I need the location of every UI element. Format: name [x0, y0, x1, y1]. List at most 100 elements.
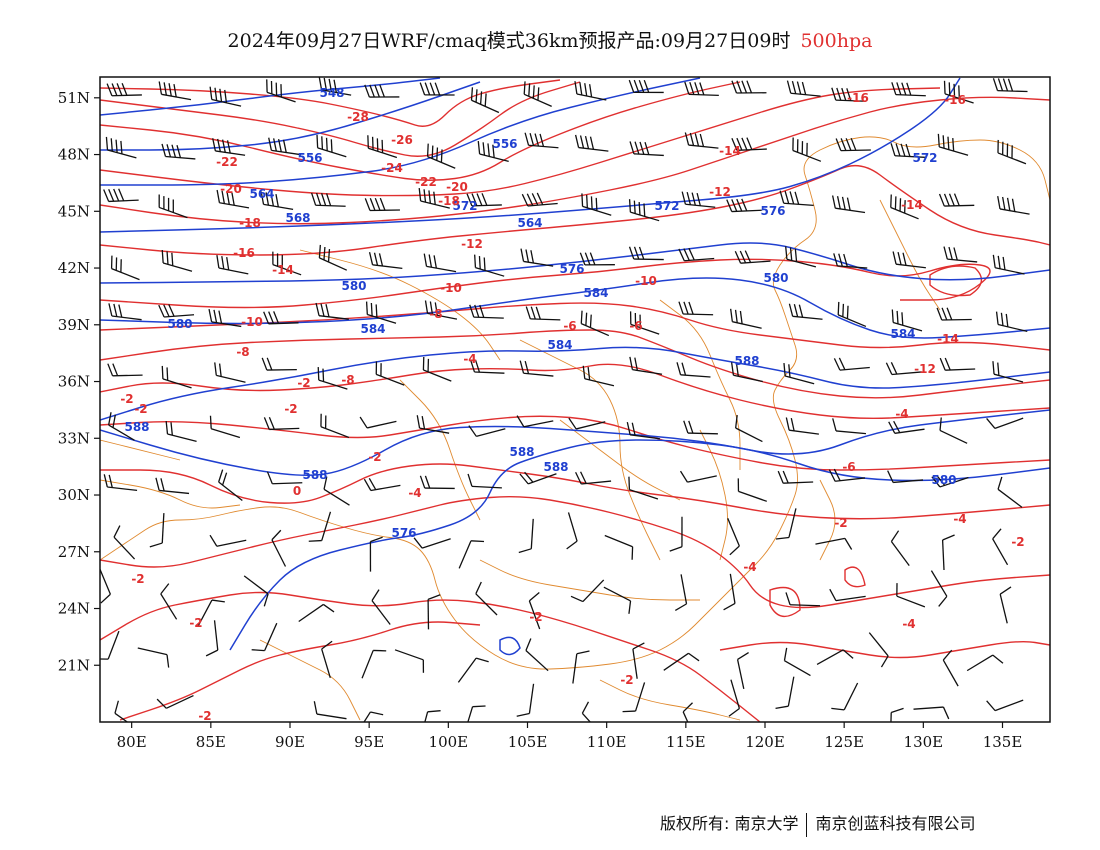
wind-barb	[939, 417, 968, 444]
temperature-contour-label: -18	[239, 216, 261, 230]
temperature-contour-label: -4	[408, 486, 421, 500]
temperature-contour-label: -14	[719, 144, 741, 158]
temperature-contour-label: -2	[120, 392, 133, 406]
wind-barb	[943, 80, 974, 104]
wind-barb	[579, 252, 615, 266]
wind-barb	[728, 679, 741, 717]
wind-barb	[943, 246, 978, 263]
wind-barb	[368, 252, 403, 269]
wind-barb	[663, 652, 700, 671]
height-contour-label: 588	[302, 468, 327, 482]
wind-barb	[684, 132, 719, 149]
y-tick-label: 33N	[58, 429, 90, 447]
temperature-contour-label: -16	[233, 246, 255, 260]
wind-barb	[205, 620, 219, 657]
wind-barb	[775, 508, 797, 540]
temperature-contour-label: -14	[272, 263, 294, 277]
wind-barb	[726, 198, 762, 213]
wind-barb	[323, 476, 350, 506]
wind-barb	[525, 638, 549, 672]
wind-barb	[622, 682, 646, 713]
x-tick-label: 85E	[196, 733, 226, 751]
wind-barb	[628, 79, 664, 94]
wind-barb	[266, 471, 303, 485]
height-contour-label: 584	[547, 338, 572, 352]
wind-barb	[216, 255, 249, 275]
wind-barb	[477, 140, 509, 162]
temperature-contour-label: -4	[463, 352, 476, 366]
wind-barb	[523, 81, 552, 107]
height-contour-label: 588	[543, 460, 568, 474]
wind-barb	[868, 632, 889, 668]
wind-barb	[831, 682, 859, 711]
height-contour-line	[100, 242, 1050, 284]
wind-barb	[788, 303, 823, 320]
wind-barb	[785, 592, 821, 607]
wind-barb	[930, 570, 948, 607]
wind-barb	[679, 470, 717, 483]
wind-barb	[320, 413, 350, 439]
height-contour-label: 584	[583, 286, 608, 300]
temperature-contour-label: -2	[198, 709, 211, 723]
temperature-contour-label: -2	[134, 402, 147, 416]
height-contour-label: 584	[890, 327, 915, 341]
wind-barb	[628, 476, 659, 500]
wind-barb	[209, 534, 247, 547]
wind-barb	[516, 683, 535, 717]
wind-barb	[737, 478, 767, 502]
wind-barb	[521, 192, 558, 207]
y-tick-label: 42N	[58, 259, 90, 277]
wind-barb	[731, 80, 767, 94]
height-contour-label: 584	[360, 322, 385, 336]
wind-barb	[628, 246, 664, 261]
temperature-contour-label: -2	[529, 610, 542, 624]
boundary-line	[599, 679, 741, 721]
temperature-contour-label: -10	[241, 315, 263, 329]
wind-barb	[266, 79, 296, 103]
wind-barb	[375, 361, 405, 386]
wind-barb	[785, 417, 819, 435]
wind-barb	[730, 308, 762, 329]
wind-barb	[986, 417, 1024, 430]
height-contour-label: 576	[391, 526, 416, 540]
wind-barb	[723, 573, 736, 611]
wind-barb	[308, 511, 332, 542]
wind-barb	[161, 143, 196, 160]
wind-barb	[518, 518, 534, 554]
wind-barb	[736, 652, 749, 689]
wind-barb	[792, 137, 822, 162]
temperature-contour-label: -2	[284, 402, 297, 416]
height-contour-label: 580	[931, 473, 956, 487]
y-tick-label: 27N	[58, 543, 90, 561]
x-tick-label: 95E	[354, 733, 384, 751]
height-contour-label: 564	[249, 187, 274, 201]
x-tick-label: 125E	[824, 733, 864, 751]
wind-barb	[419, 475, 455, 490]
temperature-contour-label: -8	[341, 373, 354, 387]
wind-barb	[318, 244, 348, 271]
wind-barb	[208, 309, 242, 328]
wind-barb	[466, 193, 502, 207]
height-contour-label: 568	[285, 211, 310, 225]
wind-barb	[835, 137, 871, 152]
x-tick-label: 100E	[429, 733, 469, 751]
wind-barb	[298, 603, 335, 623]
x-tick-label: 90E	[275, 733, 305, 751]
temperature-contour-label: -22	[216, 155, 238, 169]
wind-barb	[165, 421, 197, 443]
copyright-footer: 版权所有: 南京大学 南京创蓝科技有限公司	[660, 810, 976, 837]
boundary-line	[299, 249, 501, 361]
temperature-contour-line	[769, 586, 801, 618]
wind-barb	[260, 191, 294, 211]
wind-barb	[831, 195, 866, 214]
wind-barb	[629, 356, 663, 375]
wind-barb	[475, 581, 498, 616]
wind-barb	[683, 420, 718, 435]
wind-barb	[365, 301, 397, 324]
x-tick-label: 135E	[983, 733, 1023, 751]
height-contour-label: 576	[559, 262, 584, 276]
temperature-contour-line	[100, 87, 941, 197]
wind-barb	[783, 363, 815, 385]
temperature-contour-label: -26	[391, 133, 413, 147]
height-contour-label: 580	[167, 317, 192, 331]
